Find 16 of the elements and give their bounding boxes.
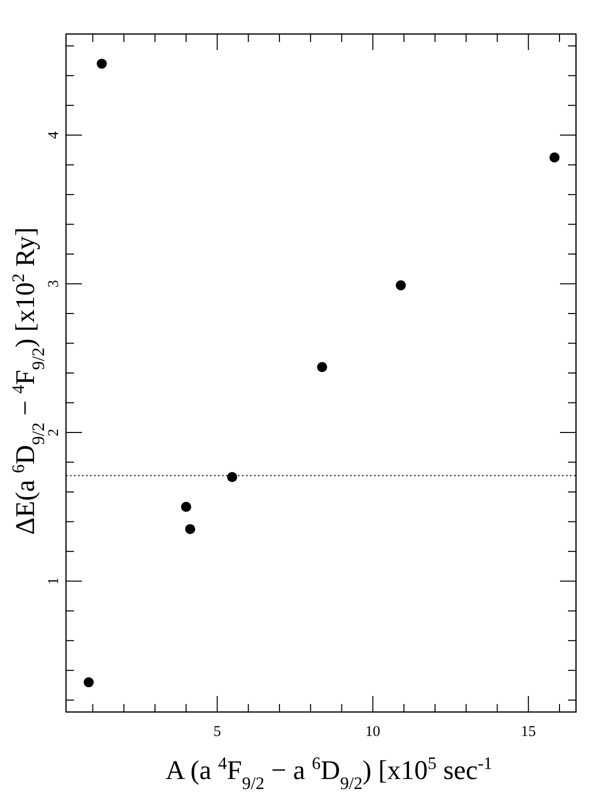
y-tick-label: 2	[46, 428, 62, 436]
y-tick-label: 4	[46, 130, 62, 139]
y-tick-label: 1	[46, 577, 62, 585]
point	[396, 280, 406, 290]
point	[227, 472, 238, 482]
point	[185, 524, 196, 534]
x-tick-label: 5	[213, 724, 221, 740]
point	[181, 502, 192, 512]
x-tick-label: 15	[520, 724, 536, 740]
point	[96, 58, 107, 69]
text: A (a $^{4}$F$_{9/2}$ − a $^{6}$D$_{9/2}$) [x10$^{5}$ sec$^{-1}$	[166, 753, 492, 793]
point	[317, 362, 328, 372]
y-tick-label: 3	[46, 280, 62, 288]
point	[549, 152, 560, 162]
point	[84, 677, 94, 688]
x-tick-label: 10	[365, 724, 380, 740]
